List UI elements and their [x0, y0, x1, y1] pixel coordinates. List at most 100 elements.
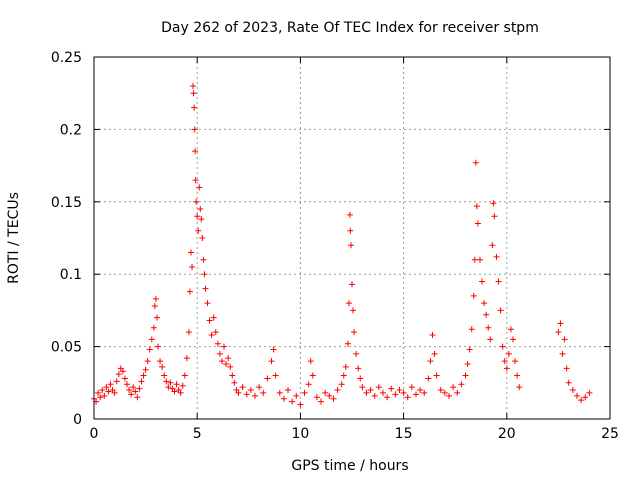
data-point — [514, 372, 521, 379]
data-point — [307, 358, 314, 365]
data-point — [471, 256, 478, 263]
data-point — [227, 363, 234, 370]
data-point — [454, 389, 461, 396]
data-point — [347, 227, 354, 234]
data-point — [483, 311, 490, 318]
data-point — [355, 365, 362, 372]
data-point — [499, 343, 506, 350]
data-point — [503, 365, 510, 372]
data-point — [153, 314, 160, 321]
data-point — [305, 381, 312, 388]
x-tick-label: 15 — [395, 426, 413, 442]
x-tick-label: 10 — [291, 426, 309, 442]
data-point — [260, 389, 267, 396]
data-point — [470, 292, 477, 299]
data-point — [212, 329, 219, 336]
y-tick-label: 0.1 — [60, 267, 82, 283]
data-point — [353, 350, 360, 357]
data-point — [192, 177, 199, 184]
data-point — [512, 358, 519, 365]
data-point — [200, 256, 207, 263]
data-point — [347, 242, 354, 249]
y-tick-label: 0 — [73, 412, 82, 428]
data-point — [229, 372, 236, 379]
data-point — [357, 375, 364, 382]
data-point — [450, 384, 457, 391]
data-point — [105, 388, 112, 395]
data-point — [186, 288, 193, 295]
data-point — [199, 235, 206, 241]
data-point — [349, 281, 355, 288]
data-point — [188, 249, 195, 256]
y-axis-label: ROTI / TECUs — [6, 192, 22, 284]
y-tick-label: 0.25 — [51, 50, 82, 66]
data-point — [392, 391, 399, 398]
data-point — [270, 346, 277, 353]
data-point — [243, 391, 250, 398]
data-point — [171, 388, 178, 395]
data-point — [322, 389, 329, 396]
data-point — [466, 346, 473, 353]
data-point — [216, 350, 223, 357]
data-point — [144, 358, 151, 365]
data-point — [157, 358, 164, 365]
data-point — [476, 256, 483, 263]
data-point — [134, 394, 141, 401]
data-point — [285, 387, 292, 394]
data-point — [268, 358, 275, 365]
data-point — [293, 392, 300, 399]
chart-title: Day 262 of 2023, Rate Of TEC Index for r… — [161, 20, 539, 36]
data-point — [464, 360, 471, 367]
data-point — [185, 329, 192, 336]
data-point — [197, 206, 204, 213]
data-point — [95, 389, 102, 396]
data-point — [501, 358, 508, 365]
data-point — [468, 326, 475, 333]
data-point — [318, 398, 325, 405]
data-point — [421, 389, 428, 396]
x-tick-label: 20 — [498, 426, 516, 442]
data-point — [559, 350, 566, 357]
data-point — [183, 355, 190, 362]
x-tick-label: 25 — [601, 426, 619, 442]
data-point — [140, 372, 147, 379]
data-point — [487, 336, 494, 343]
data-point — [485, 324, 492, 331]
data-point — [142, 366, 149, 373]
y-tick-label: 0.05 — [51, 340, 82, 356]
data-point — [493, 253, 500, 260]
data-point — [497, 307, 504, 314]
plot-frame — [93, 56, 611, 420]
data-point — [138, 378, 145, 385]
data-point — [379, 389, 386, 396]
data-point — [338, 381, 345, 388]
data-point — [441, 389, 448, 396]
data-point — [473, 203, 480, 210]
data-point — [130, 384, 137, 391]
data-point — [113, 378, 120, 385]
data-point — [437, 387, 444, 394]
data-point — [231, 379, 238, 386]
x-axis-ticks: 0 5 10 15 20 25 — [90, 57, 619, 442]
data-point — [340, 372, 347, 379]
data-point — [136, 385, 143, 392]
data-point — [151, 303, 158, 310]
data-point — [167, 379, 174, 386]
data-point — [342, 363, 349, 370]
data-point — [124, 381, 131, 388]
data-point — [194, 213, 201, 220]
data-point — [196, 184, 203, 191]
data-point — [115, 371, 122, 378]
data-point — [276, 389, 283, 396]
data-point — [313, 394, 320, 401]
data-point — [351, 329, 358, 336]
data-point — [190, 82, 197, 89]
data-point — [264, 375, 271, 382]
data-point — [251, 392, 258, 399]
data-point — [346, 211, 353, 218]
data-point — [384, 394, 391, 401]
data-point — [218, 358, 225, 365]
data-point — [375, 384, 382, 391]
data-point — [214, 340, 221, 347]
